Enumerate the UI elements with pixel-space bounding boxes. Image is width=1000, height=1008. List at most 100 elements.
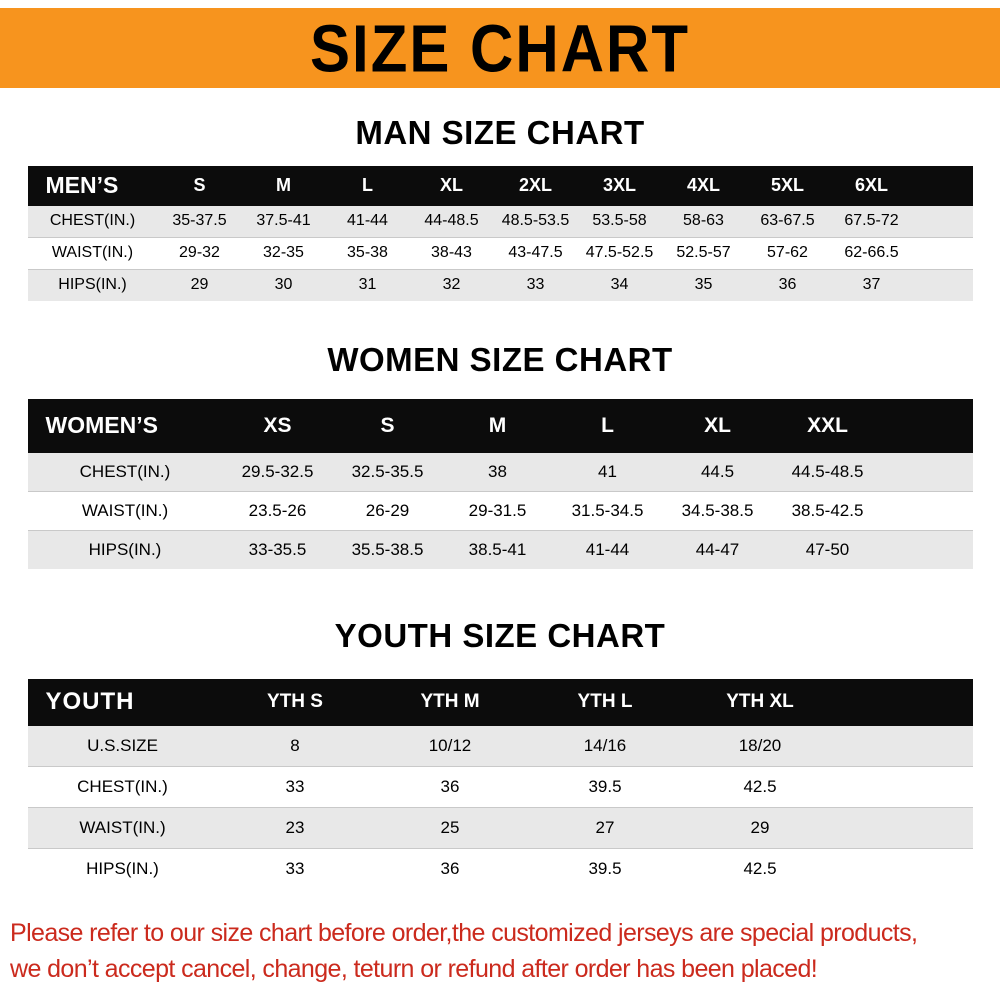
size-value-cell: 29 <box>190 276 209 294</box>
size-value-cell: 35 <box>694 276 713 294</box>
measurement-label: CHEST(IN.) <box>77 776 168 796</box>
size-value-cell: 8 <box>290 735 300 755</box>
size-column-header: YTH L <box>577 691 633 713</box>
measurement-label: WAIST(IN.) <box>51 244 134 262</box>
table-data-row: WAIST(IN.) 23 25 27 29 <box>27 806 973 848</box>
table-data-row: CHEST(IN.) 35-37.5 37.5-41 41-44 44-48.5 48.5… <box>27 205 973 237</box>
size-value-cell: 44.5-48.5 <box>791 461 864 481</box>
footer-line-2: we don’t accept cancel, change, teturn o… <box>10 954 818 983</box>
table-title: WOMEN’S <box>45 412 158 439</box>
table-title: MEN’S <box>45 172 119 199</box>
table-data-row: HIPS(IN.) 29 30 31 32 33 34 35 36 37 <box>27 268 973 301</box>
table-title: YOUTH <box>45 688 135 716</box>
size-value-cell: 32 <box>442 276 461 294</box>
size-value-cell: 63-67.5 <box>760 212 815 230</box>
footer-line-1: Please refer to our size chart before or… <box>10 918 918 947</box>
table-data-row: CHEST(IN.) 29.5-32.5 32.5-35.5 38 41 44.5 44.5… <box>27 452 973 491</box>
size-value-cell: 35-38 <box>347 244 388 262</box>
size-value-cell: 31.5-34.5 <box>571 500 644 520</box>
youth-section-heading: YOUTH SIZE CHART <box>334 616 666 654</box>
size-column-header: 6XL <box>854 175 888 196</box>
size-value-cell: 41-44 <box>347 212 388 230</box>
size-column-header: XS <box>263 413 292 437</box>
table-header-row: WOMEN’S XS S M L XL XXL <box>27 398 973 453</box>
size-value-cell: 35.5-38.5 <box>351 539 424 559</box>
size-value-cell: 36 <box>440 858 460 878</box>
size-value-cell: 18/20 <box>738 735 782 755</box>
size-value-cell: 37 <box>862 276 881 294</box>
size-column-header: L <box>601 413 614 437</box>
measurement-label: CHEST(IN.) <box>49 212 136 230</box>
size-value-cell: 23 <box>285 817 305 837</box>
size-value-cell: 32-35 <box>263 244 304 262</box>
measurement-label: HIPS(IN.) <box>86 858 159 878</box>
size-value-cell: 36 <box>778 276 797 294</box>
size-value-cell: 38.5-41 <box>468 539 527 559</box>
size-value-cell: 41 <box>598 461 617 481</box>
size-column-header: YTH S <box>267 691 323 713</box>
measurement-label: CHEST(IN.) <box>79 461 171 481</box>
banner: SIZE CHART <box>0 8 1000 88</box>
size-value-cell: 58-63 <box>683 212 724 230</box>
size-column-header: 4XL <box>686 175 720 196</box>
size-column-header: YTH M <box>420 691 480 713</box>
size-value-cell: 47.5-52.5 <box>585 244 654 262</box>
size-column-header: 2XL <box>518 175 552 196</box>
size-value-cell: 39.5 <box>588 776 622 796</box>
size-column-header: XL <box>439 175 463 196</box>
size-value-cell: 27 <box>595 817 615 837</box>
men-section-heading: MAN SIZE CHART <box>355 114 645 151</box>
table-data-row: HIPS(IN.) 33-35.5 35.5-38.5 38.5-41 41-44 44-… <box>27 529 973 569</box>
size-value-cell: 67.5-72 <box>844 212 899 230</box>
size-value-cell: 23.5-26 <box>248 500 307 520</box>
size-column-header: S <box>193 175 206 196</box>
size-value-cell: 10/12 <box>428 735 472 755</box>
size-value-cell: 33 <box>285 776 305 796</box>
size-column-header: 3XL <box>602 175 636 196</box>
women-size-table: WOMEN’S XS S M L XL XXL CHEST(IN.) 29.5-32.5 32.5… <box>27 398 973 569</box>
size-value-cell: 41-44 <box>585 539 630 559</box>
size-value-cell: 36 <box>440 776 460 796</box>
size-value-cell: 53.5-58 <box>592 212 647 230</box>
size-value-cell: 38-43 <box>431 244 472 262</box>
size-value-cell: 29-31.5 <box>468 500 527 520</box>
size-value-cell: 44.5 <box>700 461 735 481</box>
size-value-cell: 44-48.5 <box>424 212 479 230</box>
measurement-label: HIPS(IN.) <box>88 539 162 559</box>
table-header-row: YOUTH YTH S YTH M YTH L YTH XL <box>27 678 973 726</box>
size-value-cell: 47-50 <box>805 539 850 559</box>
size-value-cell: 25 <box>440 817 460 837</box>
size-value-cell: 29-32 <box>179 244 220 262</box>
table-header-row: MEN’S S M L XL 2XL 3XL 4XL 5XL 6XL <box>27 165 973 206</box>
youth-size-table: YOUTH YTH S YTH M YTH L YTH XL U.S.SIZE 8 10/12… <box>27 678 973 889</box>
size-value-cell: 14/16 <box>583 735 627 755</box>
size-column-header: M <box>488 413 507 437</box>
size-value-cell: 52.5-57 <box>676 244 731 262</box>
size-value-cell: 43-47.5 <box>508 244 563 262</box>
table-data-row: CHEST(IN.) 33 36 39.5 42.5 <box>27 765 973 807</box>
size-value-cell: 30 <box>274 276 293 294</box>
size-column-header: YTH XL <box>726 691 794 713</box>
size-value-cell: 34.5-38.5 <box>681 500 754 520</box>
size-column-header: L <box>362 175 373 196</box>
size-value-cell: 38.5-42.5 <box>791 500 864 520</box>
size-value-cell: 29.5-32.5 <box>241 461 314 481</box>
size-value-cell: 26-29 <box>365 500 410 520</box>
size-column-header: S <box>380 413 395 437</box>
size-value-cell: 29 <box>750 817 770 837</box>
size-value-cell: 32.5-35.5 <box>351 461 424 481</box>
measurement-label: WAIST(IN.) <box>81 500 169 520</box>
size-value-cell: 33 <box>526 276 545 294</box>
size-value-cell: 33 <box>285 858 305 878</box>
table-data-row: WAIST(IN.) 29-32 32-35 35-38 38-43 43-47.5 47.… <box>27 236 973 269</box>
size-value-cell: 34 <box>610 276 629 294</box>
size-value-cell: 35-37.5 <box>172 212 227 230</box>
size-column-header: M <box>276 175 291 196</box>
page-title: SIZE CHART <box>310 10 690 86</box>
men-size-table: MEN’S S M L XL 2XL 3XL 4XL 5XL 6XL CHEST(IN.) 35-37… <box>27 165 973 301</box>
women-section-heading: WOMEN SIZE CHART <box>327 340 673 378</box>
size-column-header: 5XL <box>770 175 804 196</box>
size-column-header: XXL <box>807 413 848 437</box>
measurement-label: WAIST(IN.) <box>79 817 166 837</box>
size-value-cell: 33-35.5 <box>248 539 307 559</box>
